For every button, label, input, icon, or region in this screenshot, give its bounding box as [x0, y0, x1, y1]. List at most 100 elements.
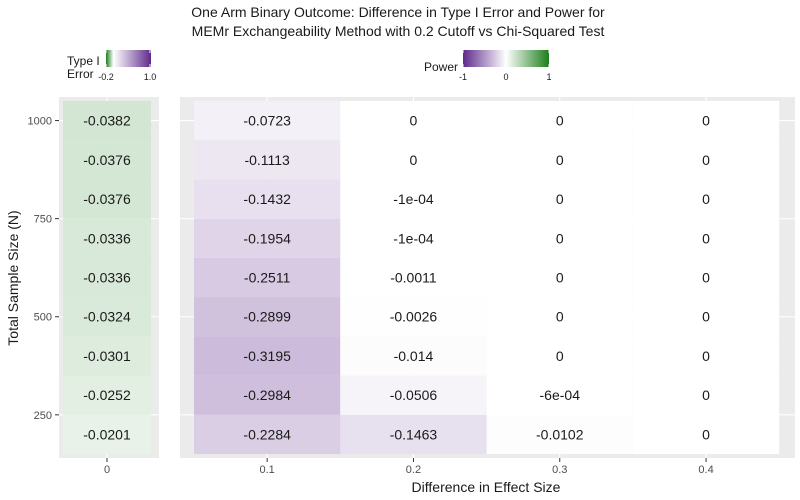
power-cell-label: 0: [556, 309, 564, 325]
type1-cell: [63, 414, 151, 455]
legend-power-title: Power: [424, 60, 458, 74]
power-cell-label: -0.1113: [244, 152, 290, 168]
power-cell: [340, 297, 487, 337]
power-cell: [486, 297, 633, 337]
power-cell: [486, 336, 633, 376]
y-tick-label: 1000: [28, 116, 52, 128]
power-cell-label: 0: [702, 113, 710, 129]
power-cell: [486, 414, 633, 455]
power-cell: [194, 257, 341, 298]
power-cell: [340, 375, 487, 415]
power-cell-label: -0.2899: [243, 309, 291, 325]
power-cell: [486, 257, 633, 298]
power-cell: [194, 297, 341, 337]
power-cell-label: 0: [556, 270, 564, 286]
power-cell-label: 0: [702, 230, 710, 246]
y-tick-label: 750: [34, 214, 52, 226]
power-cell: [194, 375, 341, 415]
power-cell-label: 0: [556, 191, 564, 207]
power-cell-label: 0: [702, 348, 710, 364]
power-cell: [632, 336, 780, 376]
power-cell-label: -0.2984: [243, 387, 291, 403]
x-tick-label: 0: [104, 464, 110, 476]
power-cell-label: -0.2511: [244, 270, 291, 286]
type1-cell: [63, 375, 151, 415]
type1-cell: [63, 297, 151, 337]
power-cell: [632, 100, 780, 141]
power-cell-label: 0: [702, 152, 710, 168]
x-axis: 0 0.1 0.2 0.3 0.4: [104, 458, 714, 476]
power-cell: [486, 179, 633, 219]
legend-type1-colorbar: [106, 50, 151, 67]
power-cell-label: 0: [556, 152, 564, 168]
type1-cell-label: -0.0382: [83, 113, 131, 129]
power-cell-label: 0: [702, 270, 710, 286]
power-cell: [632, 218, 780, 258]
legend-power-tick-low: -1: [459, 72, 467, 82]
power-cell-label: -0.3195: [243, 348, 291, 364]
type1-cell-label: -0.0201: [83, 426, 131, 442]
legend-type1-tick-low: -0.2: [98, 72, 114, 82]
legend-power: Power -1 0 1: [424, 50, 552, 82]
power-cell-label: -6e-04: [540, 387, 581, 403]
power-cell-label: -0.1432: [243, 191, 291, 207]
type1-cell: [63, 179, 151, 219]
power-cell-label: -1e-04: [393, 191, 434, 207]
power-cell: [632, 179, 780, 219]
power-cell-label: -0.0723: [243, 113, 291, 129]
power-cell-label: 0: [556, 113, 564, 129]
type1-cell-label: -0.0336: [83, 270, 131, 286]
type1-cell: [63, 218, 151, 258]
legend-type1: Type I Error -0.2 1.0: [67, 50, 156, 82]
power-cell-label: -0.1954: [243, 230, 291, 246]
type1-cell-label: -0.0336: [83, 230, 131, 246]
power-cell-label: -0.0102: [536, 426, 584, 442]
power-cell: [632, 140, 780, 180]
legend-power-tick-high: 1: [546, 72, 551, 82]
type1-cell: [63, 140, 151, 180]
type1-cell-label: -0.0252: [83, 387, 131, 403]
power-cell: [340, 179, 487, 219]
power-cell-label: 0: [410, 113, 418, 129]
power-cell: [632, 297, 780, 337]
power-cell: [194, 100, 341, 141]
chart-title: One Arm Binary Outcome: Difference in Ty…: [191, 4, 605, 39]
y-tick-label: 500: [34, 312, 52, 324]
power-cell: [340, 336, 487, 376]
power-cell-label: -0.0506: [390, 387, 438, 403]
power-cell-label: 0: [556, 348, 564, 364]
legend-type1-title-line-1: Type I: [67, 54, 100, 68]
x-tick-label: 0.3: [552, 464, 567, 476]
chart-title-line-1: One Arm Binary Outcome: Difference in Ty…: [191, 4, 605, 20]
y-axis-label: Total Sample Size (N): [5, 210, 21, 345]
x-tick-label: 0.2: [406, 464, 421, 476]
power-cell: [340, 257, 487, 298]
power-cell-label: -1e-04: [393, 230, 434, 246]
power-cell-label: 0: [410, 152, 418, 168]
power-cell: [340, 218, 487, 258]
x-tick-label: 0.1: [260, 464, 275, 476]
legend-power-tick-mid: 0: [503, 72, 508, 82]
type1-cell-label: -0.0324: [83, 309, 131, 325]
power-cell: [194, 218, 341, 258]
x-axis-label: Difference in Effect Size: [412, 479, 561, 495]
y-tick-label: 250: [34, 410, 52, 422]
power-cell-label: -0.014: [394, 348, 434, 364]
power-cell: [340, 100, 487, 141]
power-cell: [194, 336, 341, 376]
y-axis: 250 500 750 1000: [28, 116, 59, 422]
power-cell-label: 0: [702, 309, 710, 325]
power-cell: [340, 414, 487, 455]
power-cell: [194, 140, 341, 180]
power-cell-label: -0.0026: [390, 309, 438, 325]
power-cell-label: 0: [702, 387, 710, 403]
type1-cell: [63, 100, 151, 141]
power-cell-label: 0: [702, 426, 710, 442]
power-cell: [632, 257, 780, 298]
type1-cell-label: -0.0301: [83, 348, 131, 364]
legend-type1-tick-high: 1.0: [144, 72, 157, 82]
type1-cell: [63, 336, 151, 376]
chart-title-line-2: MEMr Exchangeability Method with 0.2 Cut…: [192, 23, 605, 39]
power-cell-label: 0: [556, 230, 564, 246]
